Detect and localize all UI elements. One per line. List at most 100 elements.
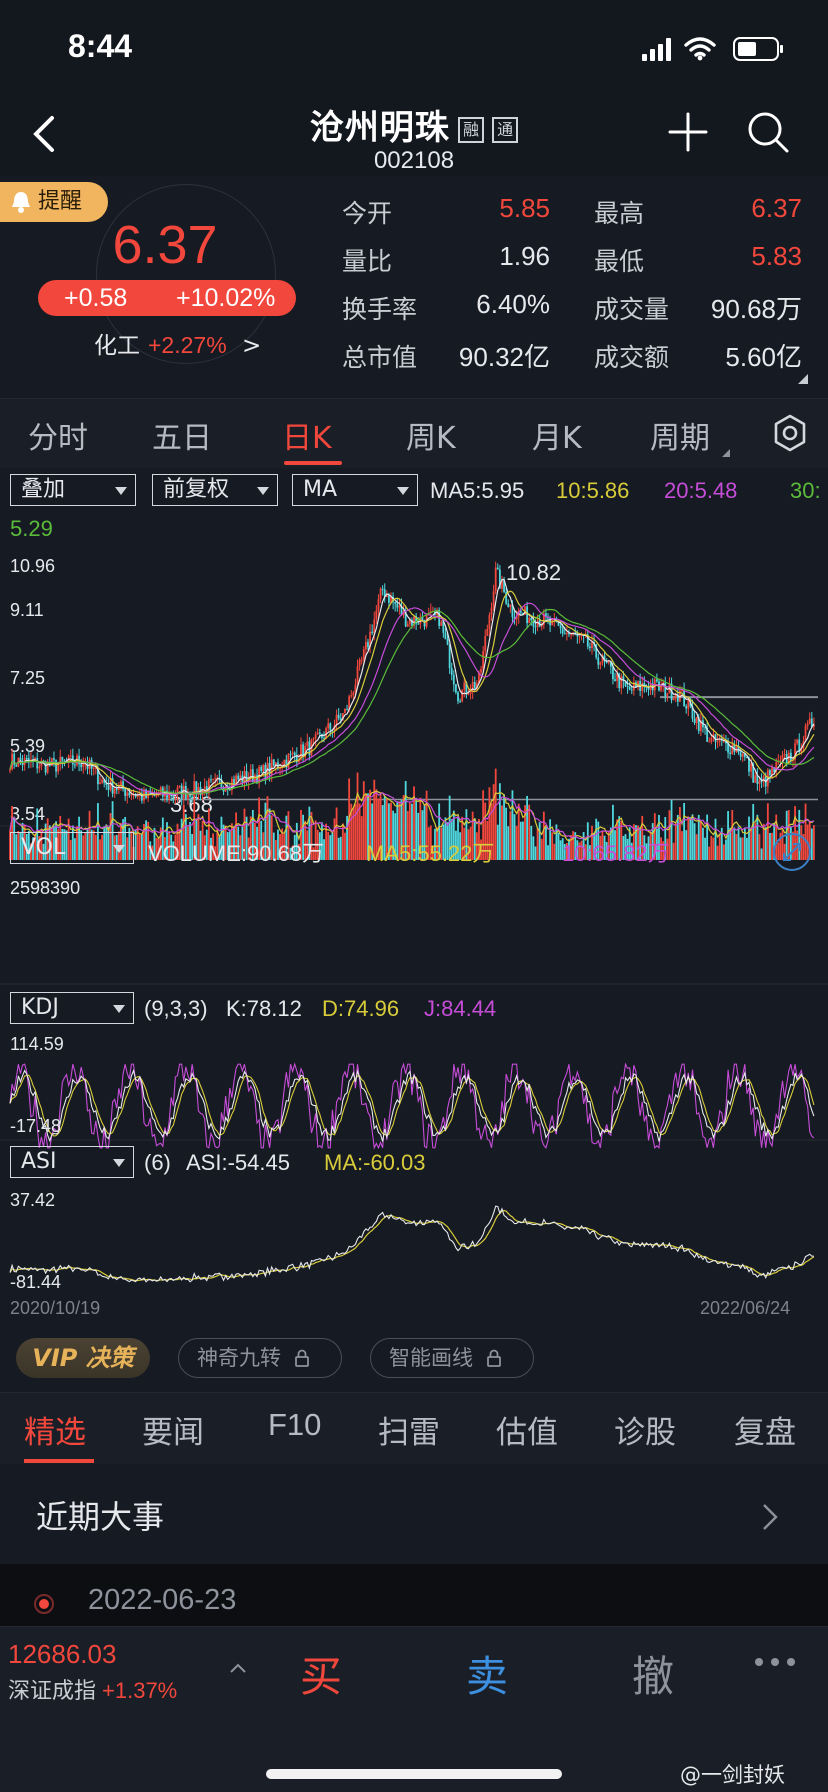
volume-bar xyxy=(685,830,688,860)
tab-intraday[interactable]: 分时 xyxy=(28,421,88,456)
volume-bar xyxy=(561,838,564,860)
tab-weekly-k[interactable]: 周K xyxy=(406,421,456,456)
candle-body xyxy=(733,744,736,752)
volume-bar xyxy=(231,823,233,860)
overlay-dropdown[interactable]: 叠加 xyxy=(10,474,136,506)
search-icon[interactable] xyxy=(744,108,792,156)
candle-body xyxy=(46,761,49,773)
kdj-dropdown[interactable]: KDJ xyxy=(10,992,134,1024)
tab-period[interactable]: 周期 xyxy=(650,421,710,456)
volume-axis-label: 2598390 xyxy=(10,878,81,898)
tab-news[interactable]: 要闻 xyxy=(142,1415,204,1451)
candle-body xyxy=(73,764,76,766)
volume-bar xyxy=(804,803,807,860)
candle-body xyxy=(559,625,562,629)
candle-body xyxy=(693,718,696,723)
tab-featured[interactable]: 精选 xyxy=(24,1415,86,1451)
stat-label: 最高 xyxy=(594,199,645,228)
volume-bar xyxy=(274,840,277,860)
volume-bar xyxy=(327,831,330,860)
volume-bar xyxy=(289,847,292,860)
tab-daily-k[interactable]: 日K xyxy=(282,421,332,456)
back-icon[interactable] xyxy=(26,104,76,164)
candle-body xyxy=(626,686,629,688)
candle-body xyxy=(266,763,269,780)
tab-valuation[interactable]: 估值 xyxy=(496,1415,558,1451)
buy-button[interactable]: 买 xyxy=(300,1652,343,1701)
chevron-up-icon[interactable] xyxy=(228,1661,248,1675)
volume-bar xyxy=(101,834,104,860)
home-indicator[interactable] xyxy=(266,1769,562,1779)
candle-body xyxy=(272,759,275,766)
volume-bar xyxy=(308,806,311,860)
candle-body xyxy=(423,620,426,627)
sector-link[interactable]: 化工 +2.27% > xyxy=(94,326,261,360)
candle-body xyxy=(187,792,189,799)
candle-body xyxy=(810,718,813,727)
index-value[interactable]: 12686.03 xyxy=(8,1639,117,1669)
settings-icon[interactable] xyxy=(770,413,810,453)
candle-body xyxy=(184,786,187,799)
candle-body xyxy=(679,690,681,702)
asi-dropdown[interactable]: ASI xyxy=(10,1146,134,1178)
volume-bar xyxy=(164,836,166,860)
volume-bar xyxy=(515,825,518,860)
event-item[interactable]: 2022-06-23 xyxy=(0,1564,828,1626)
candle-body xyxy=(44,761,47,773)
bell-icon xyxy=(12,192,30,213)
volume-bar xyxy=(371,803,374,860)
tab-monthly-k[interactable]: 月K xyxy=(532,421,582,456)
vip-decision-button[interactable]: VIP 决策 xyxy=(16,1338,150,1378)
candle-body xyxy=(513,617,516,620)
candle-body xyxy=(84,764,87,766)
candle-body xyxy=(478,672,480,684)
sell-button[interactable]: 卖 xyxy=(466,1652,509,1701)
kdj-axis-label: -17.48 xyxy=(10,1116,62,1136)
volume-bar xyxy=(166,822,168,860)
candle-body xyxy=(683,690,686,707)
candle-body xyxy=(681,690,683,692)
recent-events-header[interactable]: 近期大事 xyxy=(0,1464,828,1564)
volume-bar xyxy=(254,822,256,860)
volume-bar xyxy=(773,822,776,860)
nine-turn-button[interactable]: 神奇九转 xyxy=(178,1338,342,1378)
tab-f10[interactable]: F10 xyxy=(268,1407,322,1442)
stat-value: 5.85 xyxy=(499,193,550,223)
volume-bar xyxy=(187,826,189,860)
tab-review[interactable]: 复盘 xyxy=(734,1415,796,1451)
candle-body xyxy=(249,769,252,779)
kline-chart[interactable] xyxy=(0,468,828,1328)
candle-body xyxy=(459,701,462,703)
candle-body xyxy=(161,787,164,797)
volume-bar xyxy=(660,837,662,860)
candle-body xyxy=(806,723,809,726)
remind-button[interactable]: 提醒 xyxy=(0,182,108,222)
volume-bar xyxy=(358,803,361,860)
candle-body xyxy=(752,763,755,783)
candle-body xyxy=(27,758,30,763)
volume-bar xyxy=(683,802,686,860)
expand-corner-icon[interactable] xyxy=(798,374,808,384)
more-icon[interactable] xyxy=(752,1655,798,1669)
adjust-dropdown[interactable]: 前复权 xyxy=(152,474,278,506)
volume-bar xyxy=(748,816,750,860)
tab-risk-scan[interactable]: 扫雷 xyxy=(378,1415,440,1451)
fullscreen-icon[interactable] xyxy=(772,832,812,872)
candle-body xyxy=(486,628,489,636)
indicator-dropdown[interactable]: MA xyxy=(292,474,418,506)
tab-five-day[interactable]: 五日 xyxy=(152,421,212,456)
volume-bar xyxy=(346,815,348,860)
index-info[interactable]: 深证成指 +1.37% xyxy=(8,1673,177,1705)
add-watchlist-icon[interactable] xyxy=(666,110,710,154)
volume-dropdown[interactable]: VOL xyxy=(10,832,134,864)
candle-body xyxy=(465,682,468,695)
volume-bar xyxy=(23,825,26,860)
volume-bar xyxy=(580,840,583,860)
stat-label: 成交量 xyxy=(594,295,670,324)
asi-params: (6) xyxy=(144,1150,171,1175)
tab-diagnosis[interactable]: 诊股 xyxy=(614,1415,676,1451)
cancel-order-button[interactable]: 撤 xyxy=(632,1652,675,1701)
smart-line-button[interactable]: 智能画线 xyxy=(370,1338,534,1378)
volume-bar xyxy=(65,830,68,860)
candle-body xyxy=(260,766,263,772)
